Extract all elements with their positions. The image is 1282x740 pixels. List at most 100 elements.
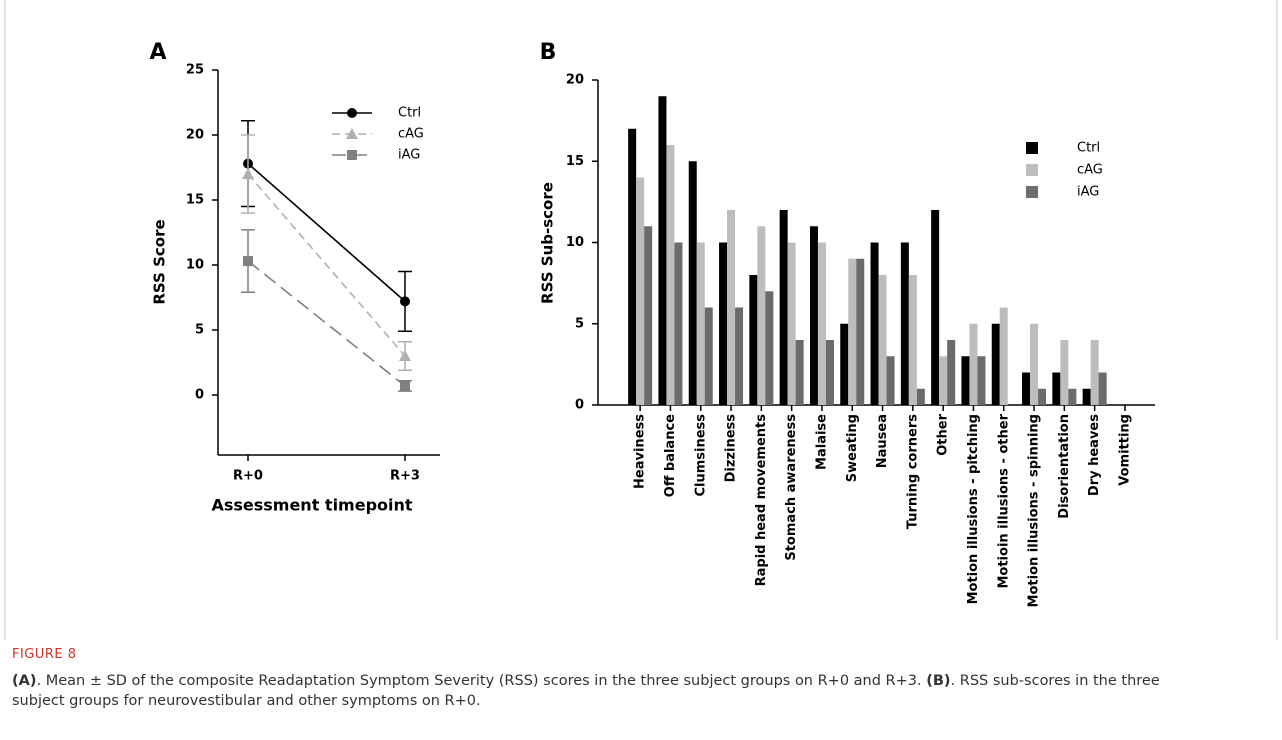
bar [825,340,834,405]
x-axis-title: Assessment timepoint [211,496,412,515]
y-tick-label: 5 [575,316,584,331]
y-tick-label: 0 [195,388,204,403]
series-line [247,173,406,357]
x-tick-label: Motioin illusions - other [996,413,1011,588]
marker [400,296,410,307]
x-tick-label: Dry heaves [1087,414,1102,496]
bar [1098,372,1107,405]
bar [1060,340,1069,405]
legend-label: cAG [398,127,424,142]
x-tick-label: Nausea [875,414,890,468]
marker [242,168,254,179]
bar [878,275,887,405]
marker [243,256,253,267]
x-tick-label: R+3 [390,469,420,484]
bar [947,340,956,405]
panel-label: A [149,40,166,65]
bar [658,96,667,405]
bar [840,323,849,405]
bar [848,258,857,405]
bar [870,242,879,405]
x-tick-label: Disorientation [1057,414,1072,519]
bar [787,242,796,405]
bar [704,307,713,405]
bar [1090,340,1099,405]
bar [908,275,917,405]
bar [636,177,645,405]
y-tick-label: 25 [186,63,204,78]
bar [1038,388,1047,405]
figure: 0 5 10 15 20 25 A RSS Score Assessment timepoint… [4,0,1278,640]
caption-tag: (A) [12,673,37,689]
y-tick-label: 20 [186,128,204,143]
bar [1082,388,1091,405]
bar [644,226,653,405]
bar [886,356,895,405]
bar [628,128,637,405]
caption-tag: (B) [926,673,951,689]
bar [856,258,865,405]
bar [817,242,826,405]
legend-label: Ctrl [398,106,421,121]
bar [809,226,818,405]
marker [400,380,410,391]
x-tick-label: Heaviness [633,414,648,489]
marker [347,150,357,160]
y-tick-label: 15 [186,193,204,208]
bar [719,242,728,405]
legend-swatch [1026,186,1038,198]
caption-label: FIGURE 8 [12,647,77,662]
bar [749,275,758,405]
x-tick-label: Turning corners [905,414,920,529]
y-tick-label: 0 [575,398,584,413]
y-tick-label: 15 [566,154,584,169]
bar [674,242,683,405]
x-tick-label: Malaise [814,414,829,470]
x-tick-label: Other [936,413,951,455]
bar [969,323,978,405]
bar [1022,372,1031,405]
bar [765,291,774,405]
y-tick-label: 5 [195,323,204,338]
x-tick-label: Dizziness [724,414,739,483]
bar [757,226,766,405]
y-axis-title: RSS Score [151,219,169,304]
bar [779,210,788,405]
bar [1052,372,1061,405]
marker [347,108,357,118]
x-tick-label: Sweating [845,414,860,482]
bar [999,307,1008,405]
bar [735,307,744,405]
series-line [247,162,406,303]
y-axis-title: RSS Sub-score [539,182,557,304]
bar [795,340,804,405]
legend-swatch [1026,164,1038,176]
caption-text: . RSS sub-scores in the three subject gr… [12,673,1160,709]
bar [991,323,1000,405]
bar [1030,323,1039,405]
bar [916,388,925,405]
x-tick-label: Off balance [663,414,678,497]
bar [939,356,948,405]
marker [399,350,411,361]
bar [961,356,970,405]
x-tick-label: R+0 [233,469,263,484]
bar [696,242,705,405]
x-tick-label: Motion illusions - pitching [966,414,981,604]
legend-label: Ctrl [1077,141,1100,156]
x-tick-label: Stomach awareness [784,414,799,561]
x-tick-label: Vomitting [1117,414,1132,486]
bar [666,145,675,405]
bar [727,210,736,405]
marker [346,128,358,139]
bar [688,161,697,405]
panel-label: B [540,40,557,65]
caption: FIGURE 8 (A). Mean ± SD of the composite… [12,645,1192,711]
bar [977,356,986,405]
bar [900,242,909,405]
x-tick-label: Rapid head movements [754,414,769,587]
legend-label: cAG [1077,163,1103,178]
bar [931,210,940,405]
y-tick-label: 20 [566,73,584,88]
